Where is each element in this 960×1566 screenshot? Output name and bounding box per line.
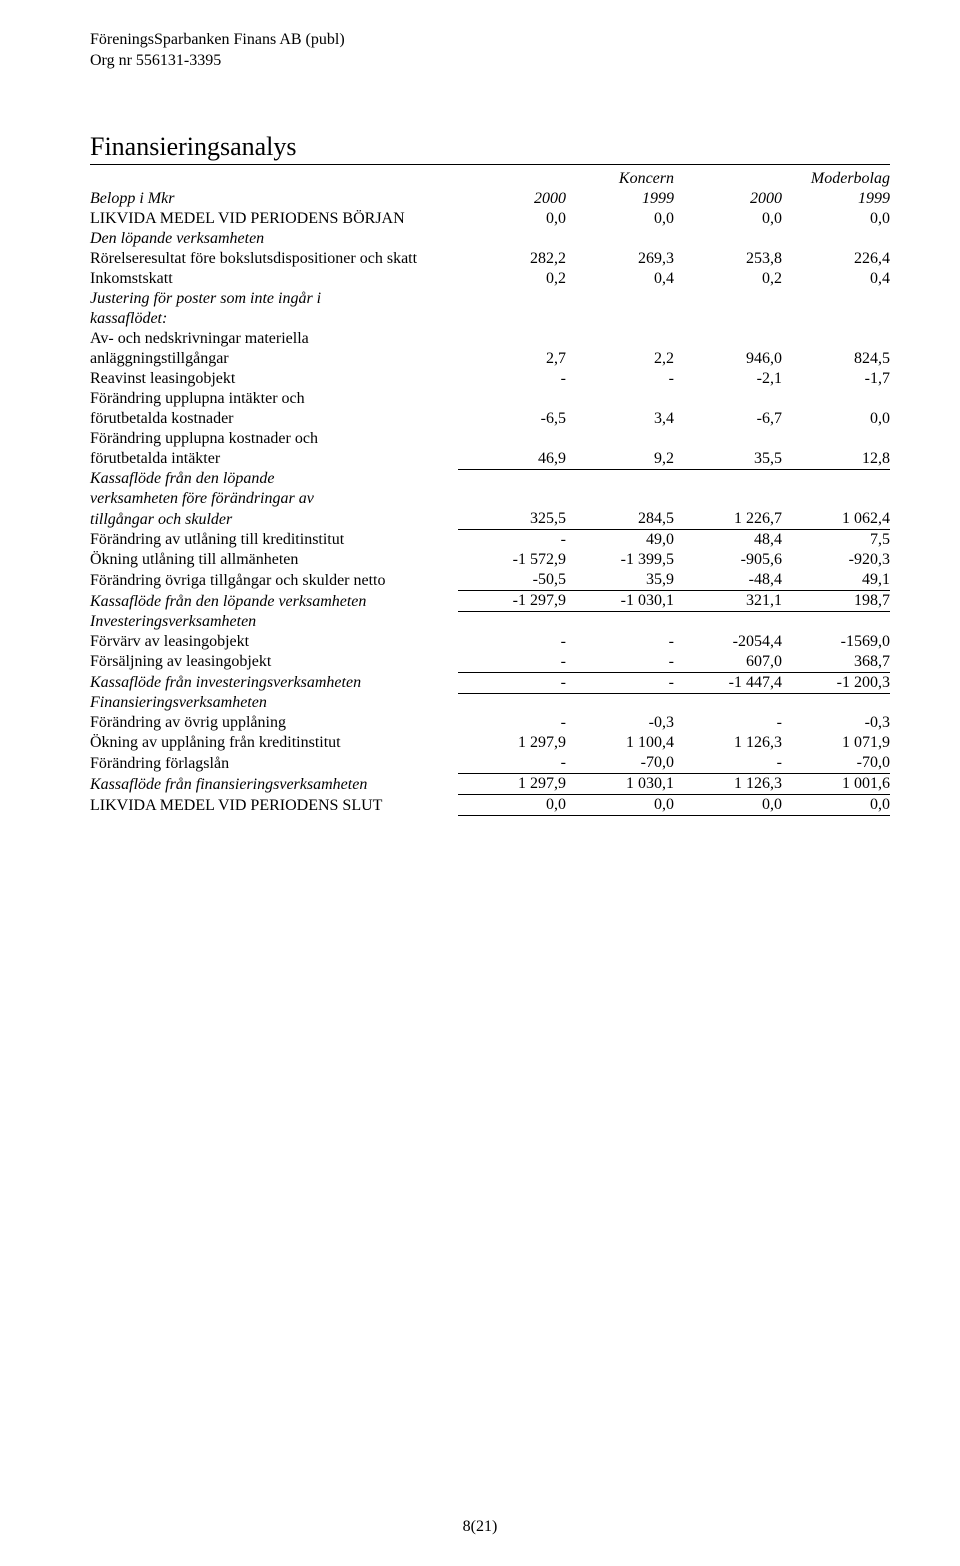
table-row: Försäljning av leasingobjekt - - 607,0 3… [90,652,890,673]
table-row: Kassaflöde från den löpande [90,469,890,489]
row-label: Justering för poster som inte ingår i [90,289,458,309]
table-row: Justering för poster som inte ingår i [90,289,890,309]
table-row: Inkomstskatt 0,2 0,4 0,2 0,4 [90,269,890,289]
group-koncern: Koncern [458,169,674,189]
row-label: Kassaflöde från den löpande [90,469,458,489]
section-header: Finansieringsverksamheten [90,693,458,713]
page-number: 8(21) [0,1518,960,1536]
page-container: FöreningsSparbanken Finans AB (publ) Org… [0,0,960,1566]
table-row: Kassaflöde från finansieringsverksamhete… [90,774,890,795]
year-header-row: Belopp i Mkr 2000 1999 2000 1999 [90,189,890,209]
table-row: förutbetalda kostnader -6,5 3,4 -6,7 0,0 [90,409,890,429]
table-row: Förändring av utlåning till kreditinstit… [90,530,890,551]
table-row: anläggningstillgångar 2,7 2,2 946,0 824,… [90,349,890,369]
financial-table: Koncern Moderbolag Belopp i Mkr 2000 199… [90,169,890,817]
row-label: Inkomstskatt [90,269,458,289]
row-label: Kassaflöde från den löpande verksamheten [90,591,458,612]
row-label: Ökning utlåning till allmänheten [90,550,458,570]
table-row: förutbetalda intäkter 46,9 9,2 35,5 12,8 [90,449,890,470]
row-label: verksamheten före förändringar av [90,489,458,509]
table-row: Förändring förlagslån - -70,0 - -70,0 [90,753,890,774]
company-header: FöreningsSparbanken Finans AB (publ) Org… [90,30,890,72]
company-org-nr: Org nr 556131-3395 [90,51,890,72]
table-row: Den löpande verksamheten [90,229,890,249]
table-row: kassaflödet: [90,309,890,329]
table-row: Reavinst leasingobjekt - - -2,1 -1,7 [90,369,890,389]
row-label: Förändring upplupna intäkter och [90,389,458,409]
table-row: Förändring övriga tillgångar och skulder… [90,570,890,591]
row-label: Förvärv av leasingobjekt [90,632,458,652]
group-moderbolag: Moderbolag [674,169,890,189]
section-header: Investeringsverksamheten [90,612,458,632]
table-row: Finansieringsverksamheten [90,693,890,713]
row-label: förutbetalda intäkter [90,449,458,470]
row-label: tillgångar och skulder [90,509,458,530]
table-row: LIKVIDA MEDEL VID PERIODENS BÖRJAN 0,0 0… [90,209,890,229]
page-title: Finansieringsanalys [90,132,890,165]
table-row: verksamheten före förändringar av [90,489,890,509]
row-label: Kassaflöde från finansieringsverksamhete… [90,774,458,795]
table-row: Förändring upplupna intäkter och [90,389,890,409]
row-label: Förändring förlagslån [90,753,458,774]
row-label: Rörelseresultat före bokslutsdisposition… [90,249,458,269]
row-header-label: Belopp i Mkr [90,189,458,209]
row-label: Av- och nedskrivningar materiella [90,329,458,349]
row-label: LIKVIDA MEDEL VID PERIODENS BÖRJAN [90,209,458,229]
col-year-1: 2000 [458,189,566,209]
row-label: Kassaflöde från investeringsverksamheten [90,672,458,693]
row-label: Ökning av upplåning från kreditinstitut [90,733,458,753]
table-row: Kassaflöde från investeringsverksamheten… [90,672,890,693]
row-label: förutbetalda kostnader [90,409,458,429]
row-label: Förändring av övrig upplåning [90,713,458,733]
row-label: Förändring av utlåning till kreditinstit… [90,530,458,551]
table-row: Kassaflöde från den löpande verksamheten… [90,591,890,612]
row-label: Förändring upplupna kostnader och [90,429,458,449]
table-row: LIKVIDA MEDEL VID PERIODENS SLUT 0,0 0,0… [90,795,890,816]
table-row: Av- och nedskrivningar materiella [90,329,890,349]
table-row: Investeringsverksamheten [90,612,890,632]
table-row: Ökning av upplåning från kreditinstitut … [90,733,890,753]
table-row: Rörelseresultat före bokslutsdisposition… [90,249,890,269]
column-group-row: Koncern Moderbolag [90,169,890,189]
row-label: LIKVIDA MEDEL VID PERIODENS SLUT [90,795,458,816]
col-year-2: 1999 [566,189,674,209]
row-label: Förändring övriga tillgångar och skulder… [90,570,458,591]
section-header: Den löpande verksamheten [90,229,458,249]
table-row: Ökning utlåning till allmänheten -1 572,… [90,550,890,570]
row-label: Försäljning av leasingobjekt [90,652,458,673]
col-year-3: 2000 [674,189,782,209]
table-row: Förändring av övrig upplåning - -0,3 - -… [90,713,890,733]
col-year-4: 1999 [782,189,890,209]
table-row: Förändring upplupna kostnader och [90,429,890,449]
row-label: anläggningstillgångar [90,349,458,369]
company-name: FöreningsSparbanken Finans AB (publ) [90,30,890,51]
row-label: kassaflödet: [90,309,458,329]
table-row: tillgångar och skulder 325,5 284,5 1 226… [90,509,890,530]
row-label: Reavinst leasingobjekt [90,369,458,389]
table-row: Förvärv av leasingobjekt - - -2054,4 -15… [90,632,890,652]
